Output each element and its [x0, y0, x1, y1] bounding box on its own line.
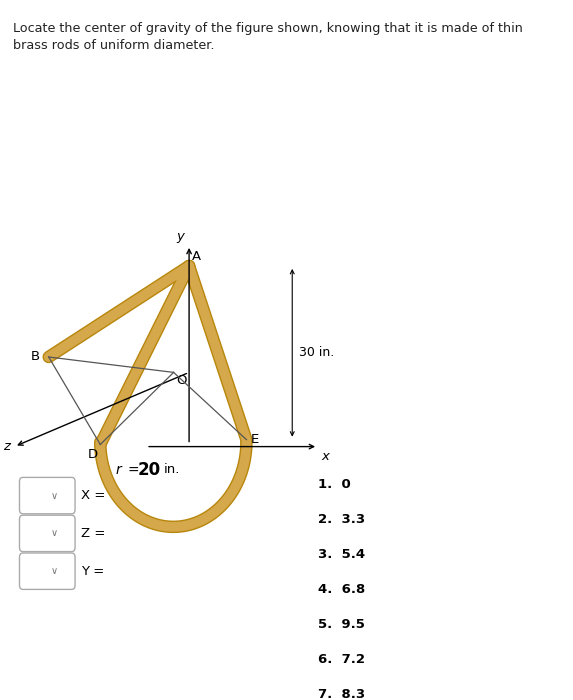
Text: A: A — [192, 249, 201, 262]
Text: z: z — [3, 440, 10, 453]
Text: ∨: ∨ — [51, 528, 58, 538]
Text: E: E — [251, 433, 259, 446]
Text: 1.  0: 1. 0 — [318, 478, 351, 491]
Text: Z =: Z = — [81, 527, 106, 540]
Text: 5.  9.5: 5. 9.5 — [318, 618, 365, 631]
Text: Locate the center of gravity of the figure shown, knowing that it is made of thi: Locate the center of gravity of the figu… — [13, 22, 523, 36]
Text: ∨: ∨ — [51, 491, 58, 500]
Text: 7.  8.3: 7. 8.3 — [318, 688, 365, 700]
Text: y: y — [176, 230, 185, 243]
Text: X =: X = — [81, 489, 106, 502]
Text: D: D — [87, 448, 97, 461]
Text: ∨: ∨ — [51, 566, 58, 576]
Text: $r$: $r$ — [115, 463, 123, 477]
Text: 30 in.: 30 in. — [299, 346, 335, 359]
Text: x: x — [321, 450, 329, 463]
FancyBboxPatch shape — [19, 553, 75, 589]
Text: O: O — [176, 374, 187, 388]
Text: Y =: Y = — [81, 565, 105, 578]
Text: =: = — [127, 463, 139, 477]
Text: 20: 20 — [138, 461, 160, 479]
FancyBboxPatch shape — [19, 477, 75, 514]
Text: B: B — [31, 351, 40, 363]
Text: 3.  5.4: 3. 5.4 — [318, 548, 365, 561]
Text: brass rods of uniform diameter.: brass rods of uniform diameter. — [13, 39, 214, 52]
FancyBboxPatch shape — [19, 515, 75, 552]
Text: 4.  6.8: 4. 6.8 — [318, 583, 365, 596]
Text: in.: in. — [163, 463, 180, 477]
Text: 2.  3.3: 2. 3.3 — [318, 513, 365, 526]
Text: 6.  7.2: 6. 7.2 — [318, 653, 365, 666]
